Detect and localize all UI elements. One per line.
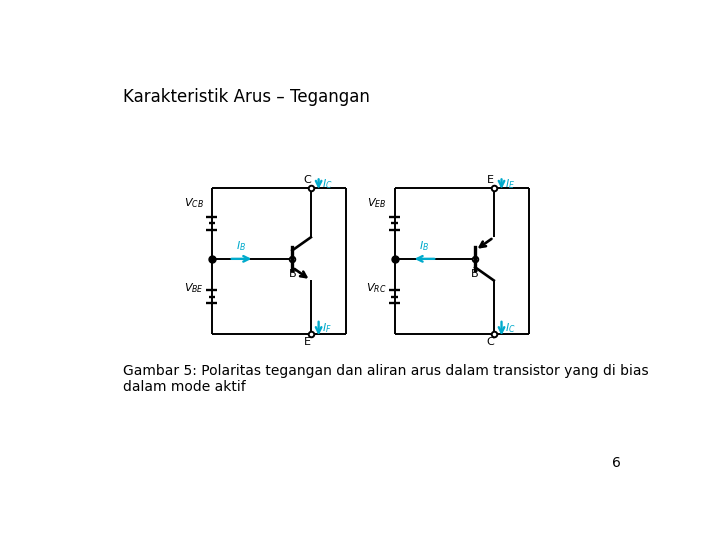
Text: Gambar 5: Polaritas tegangan dan aliran arus dalam transistor yang di bias
dalam: Gambar 5: Polaritas tegangan dan aliran … (122, 363, 648, 394)
Text: C: C (303, 175, 311, 185)
Text: C: C (486, 338, 494, 347)
Text: $I_C$: $I_C$ (505, 322, 516, 335)
Text: Karakteristik Arus – Tegangan: Karakteristik Arus – Tegangan (122, 88, 369, 106)
Text: $I_E$: $I_E$ (505, 177, 515, 191)
Text: E: E (487, 175, 493, 185)
Text: $V_{BE}$: $V_{BE}$ (184, 281, 204, 295)
Text: $I_B$: $I_B$ (419, 239, 429, 253)
Text: $V_{EB}$: $V_{EB}$ (367, 196, 387, 210)
Text: $I_F$: $I_F$ (322, 322, 331, 335)
Text: E: E (304, 338, 310, 347)
Text: $V_{RC}$: $V_{RC}$ (366, 281, 387, 295)
Text: $I_C$: $I_C$ (322, 177, 333, 191)
Text: 6: 6 (612, 456, 621, 470)
Text: B: B (472, 269, 479, 279)
Text: $V_{CB}$: $V_{CB}$ (184, 196, 204, 210)
Text: $I_B$: $I_B$ (236, 239, 246, 253)
Text: B: B (289, 269, 296, 279)
